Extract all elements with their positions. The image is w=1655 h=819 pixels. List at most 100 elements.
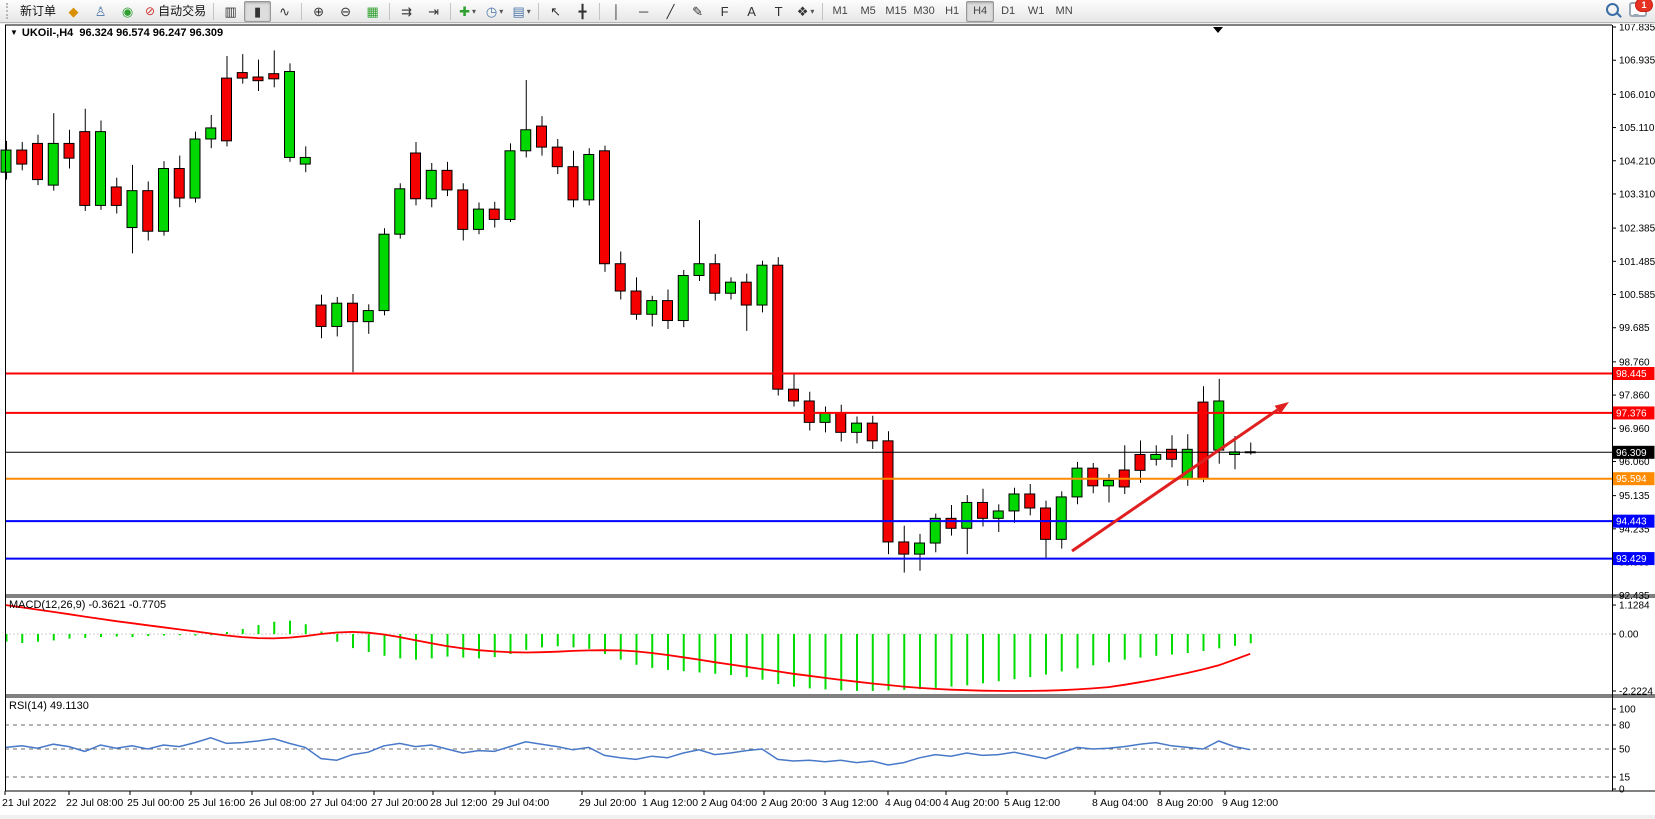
- arrows-icon-dropdown-icon[interactable]: ▾: [810, 6, 815, 16]
- time-axis-label: 3 Aug 12:00: [822, 797, 878, 809]
- templates-button[interactable]: ▤ ▾: [508, 1, 535, 22]
- new-order-button-label: 新订单: [20, 3, 57, 18]
- toolbar-separator: [213, 2, 215, 20]
- chart-window[interactable]: 107.835 106.935 106.010 105.110 104.210 103.3…: [0, 24, 1655, 819]
- new-order-button[interactable]: 新订单: [16, 1, 60, 22]
- price-axis-tick-label: 98.760: [1619, 357, 1650, 368]
- rsi-indicator-label: RSI(14) 49.1130: [9, 700, 89, 712]
- timeframe-m30-button[interactable]: M30: [913, 4, 935, 17]
- chat-icon[interactable]: 1: [1629, 0, 1653, 17]
- toolbar-separator: [599, 2, 601, 20]
- candle: [567, 166, 579, 201]
- price-axis-tick-label: 107.835: [1619, 24, 1655, 34]
- time-axis-label: 1 Aug 12:00: [642, 797, 698, 809]
- zoom-in-icon-glyph: ⊕: [313, 3, 325, 19]
- text-icon[interactable]: A: [738, 1, 765, 22]
- zoom-out-icon[interactable]: ⊖: [332, 1, 359, 22]
- time-axis-label: 27 Jul 20:00: [371, 797, 428, 809]
- rsi-axis-label: 0: [1619, 785, 1625, 796]
- new-chart-button-dropdown-icon[interactable]: ▾: [472, 6, 477, 16]
- tile-windows-icon[interactable]: ▦: [359, 1, 386, 22]
- price-axis-tick-label: 96.060: [1619, 457, 1650, 468]
- autotrading-button[interactable]: ⊘ 自动交易: [141, 1, 210, 22]
- chart-shift-marker[interactable]: [1213, 27, 1223, 33]
- new-chart-button[interactable]: ✚ ▾: [454, 1, 481, 22]
- equidistant-channel-icon[interactable]: ✎: [684, 1, 711, 22]
- templates-glyph: ▤: [512, 3, 525, 19]
- symbol-name: UKOil-,H4: [21, 27, 74, 39]
- price-axis-tick-label: 100.585: [1619, 290, 1655, 301]
- crosshair-icon-glyph: ╋: [578, 3, 587, 19]
- arrows-icon[interactable]: ❖ ▾: [792, 1, 819, 22]
- chart-shift-icon[interactable]: ⇥: [420, 1, 447, 22]
- candle: [173, 168, 185, 199]
- equidistant-channel-icon-glyph: ✎: [692, 3, 704, 19]
- time-axis-label: 8 Aug 04:00: [1092, 797, 1148, 809]
- candle: [1087, 467, 1099, 487]
- trend-arrow-line[interactable]: [1071, 408, 1279, 553]
- timeframe-d1-button[interactable]: D1: [1001, 4, 1016, 17]
- time-axis-label: 28 Jul 12:00: [430, 797, 487, 809]
- periods-button[interactable]: ◷ ▾: [481, 1, 508, 22]
- candle: [1055, 496, 1067, 540]
- crosshair-icon[interactable]: ╋: [569, 1, 596, 22]
- candle: [536, 125, 547, 148]
- time-axis-label: 25 Jul 00:00: [127, 797, 184, 809]
- rsi-axis-label: 15: [1619, 773, 1631, 784]
- line-chart-icon[interactable]: ∿: [271, 1, 298, 22]
- trend-arrow-head[interactable]: [1274, 402, 1289, 415]
- candle: [914, 542, 925, 555]
- candle: [803, 400, 815, 423]
- toolbar-drag-handle[interactable]: [6, 3, 12, 19]
- horizontal-line-icon[interactable]: ─: [630, 1, 657, 22]
- time-axis-label: 22 Jul 08:00: [66, 797, 123, 809]
- toolbar-separator: [389, 2, 391, 20]
- auto-scroll-icon[interactable]: ⇉: [393, 1, 420, 22]
- cursor-icon[interactable]: ↖: [542, 1, 569, 22]
- chart-canvas[interactable]: 107.835 106.935 106.010 105.110 104.210 103.3…: [0, 24, 1655, 819]
- candle: [79, 131, 91, 206]
- trendline-icon-glyph: ╱: [666, 3, 675, 19]
- toolbar-right-group: 1: [1606, 0, 1653, 17]
- timeframe-h4-button[interactable]: H4: [966, 0, 995, 22]
- price-level-label-box: [1612, 552, 1655, 566]
- zoom-in-icon[interactable]: ⊕: [305, 1, 332, 22]
- timeframe-mn-button[interactable]: MN: [1055, 4, 1073, 17]
- timeframe-w1-button[interactable]: W1: [1027, 4, 1045, 17]
- price-axis-tick-label: 102.385: [1619, 224, 1655, 235]
- mql5-community-icon[interactable]: ♙: [87, 1, 114, 22]
- price-level-label: 98.445: [1616, 369, 1647, 380]
- candle: [740, 281, 752, 306]
- fibonacci-icon[interactable]: F: [711, 1, 738, 22]
- search-icon[interactable]: [1606, 3, 1619, 16]
- price-level-label-box: [1612, 472, 1655, 486]
- vertical-line-icon[interactable]: │: [603, 1, 630, 22]
- candle: [457, 189, 469, 230]
- candle: [1071, 467, 1083, 498]
- timeframe-m15-button[interactable]: M15: [885, 4, 907, 17]
- signals-icon[interactable]: ◉: [114, 1, 141, 22]
- candle: [410, 152, 421, 200]
- chevron-down-icon[interactable]: ▼: [10, 28, 18, 37]
- price-level-label-box: [1612, 514, 1655, 528]
- metaeditor-icon[interactable]: ◆: [60, 1, 87, 22]
- periods-button-dropdown-icon[interactable]: ▾: [499, 6, 504, 16]
- candle: [504, 150, 516, 220]
- candle: [992, 510, 1004, 519]
- price-axis-tick-label: 95.135: [1619, 491, 1650, 502]
- timeframe-m5-button[interactable]: M5: [860, 4, 876, 17]
- time-axis-label: 8 Aug 20:00: [1157, 797, 1213, 809]
- chart-symbol-label[interactable]: ▼ UKOil-,H4 96.324 96.574 96.247 96.309: [10, 27, 223, 39]
- time-axis-label: 4 Aug 20:00: [943, 797, 999, 809]
- text-label-icon[interactable]: T: [765, 1, 792, 22]
- arrows-icon-glyph: ❖: [796, 3, 809, 19]
- candlestick-chart-icon[interactable]: ▮: [244, 0, 272, 22]
- trendline-icon[interactable]: ╱: [657, 1, 684, 22]
- bar-chart-icon[interactable]: ▥: [217, 1, 244, 22]
- templates-button-dropdown-icon[interactable]: ▾: [526, 6, 531, 16]
- timeframe-h1-button[interactable]: H1: [945, 4, 960, 17]
- text-icon-glyph: A: [747, 3, 756, 19]
- price-axis-tick-label: 96.960: [1619, 424, 1650, 435]
- timeframe-m1-button[interactable]: M1: [832, 4, 848, 17]
